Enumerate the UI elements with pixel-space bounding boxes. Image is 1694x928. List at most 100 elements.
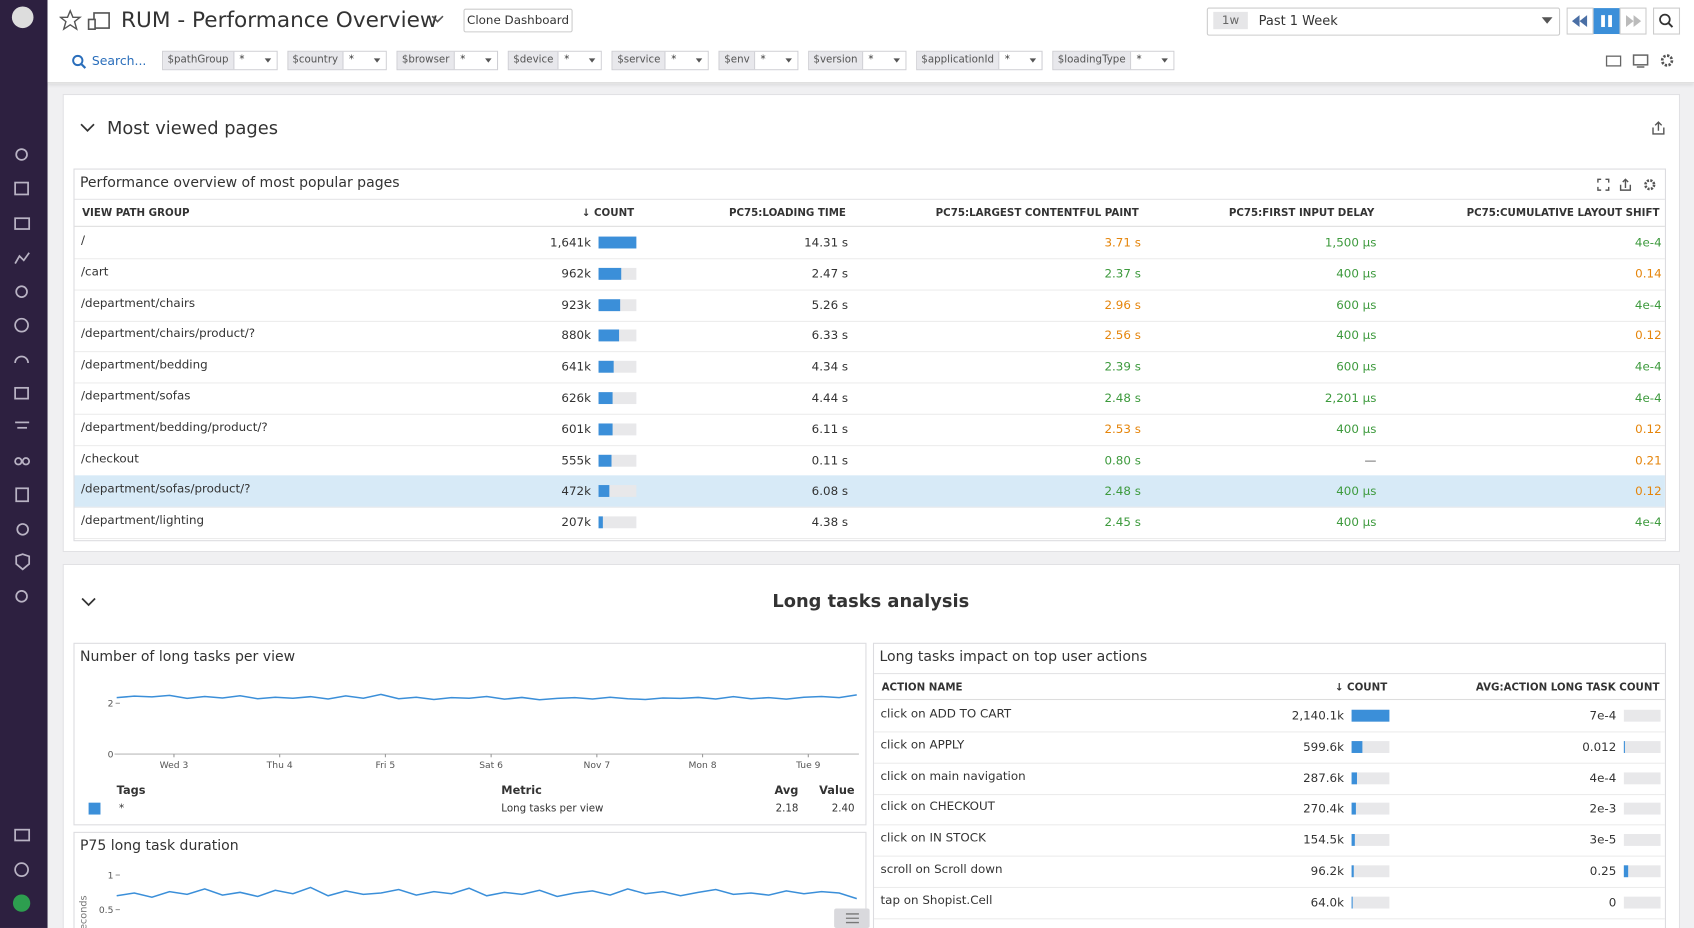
count-cell: 270.4k <box>1303 802 1345 817</box>
keyboard-icon[interactable] <box>1605 55 1622 67</box>
template-variable[interactable]: $device * <box>507 50 603 71</box>
table-row: /department/bedding 641k 4.34 s 2.39 s 600 μ… <box>74 351 1665 384</box>
loading-time-cell: 6.08 s <box>811 484 849 499</box>
time-picker[interactable] <box>1206 7 1561 36</box>
count-bar <box>598 516 604 529</box>
template-variable[interactable]: $applicationId * <box>915 50 1043 71</box>
count-bar <box>598 454 612 467</box>
pause-button[interactable] <box>1593 8 1620 35</box>
path-cell: /department/sofas/product/? <box>81 482 251 497</box>
lcp-cell: 2.56 s <box>1104 328 1141 343</box>
settings-icons <box>1605 54 1674 68</box>
variable-value: * <box>755 51 798 70</box>
user-avatar[interactable] <box>12 894 31 912</box>
variable-name: $version <box>809 51 863 70</box>
count-cell: 880k <box>561 328 591 343</box>
logo <box>11 6 34 29</box>
path-cell: /checkout <box>81 451 139 466</box>
export-icon[interactable] <box>1619 178 1632 191</box>
cls-cell: 0.12 <box>1635 484 1662 499</box>
variable-value: * <box>233 51 277 70</box>
section-title: Long tasks analysis <box>772 590 970 612</box>
count-bar <box>598 236 637 249</box>
fid-cell: 400 μs <box>1336 484 1377 499</box>
column-header: COUNT <box>353 207 634 219</box>
path-cell: /department/bedding <box>81 357 208 372</box>
lcp-cell: 2.39 s <box>1104 359 1141 374</box>
count-bar-track <box>598 267 637 280</box>
clone-button[interactable]: Clone Dashboard <box>463 8 573 33</box>
template-variable[interactable]: $version * <box>808 50 907 71</box>
count-bar <box>1351 896 1353 909</box>
avg-cell: 0.25 <box>1589 864 1617 879</box>
column-header: ACTION NAME <box>881 681 963 694</box>
search-input[interactable]: Search... <box>91 52 147 69</box>
count-cell: 1,641k <box>550 235 591 250</box>
count-cell: 641k <box>561 359 591 374</box>
export-icon[interactable] <box>1651 120 1666 136</box>
title-dropdown[interactable] <box>430 14 445 25</box>
count-bar <box>1351 834 1355 847</box>
column-header: PC75:CUMULATIVE LAYOUT SHIFT <box>1466 207 1660 220</box>
cls-cell: 4e-4 <box>1634 235 1662 250</box>
star-icon[interactable] <box>59 8 82 31</box>
count-cell: 962k <box>561 266 591 281</box>
cls-cell: 4e-4 <box>1634 359 1662 374</box>
template-variable[interactable]: $pathGroup * <box>162 50 278 71</box>
path-cell: /cart <box>81 264 109 279</box>
loading-time-cell: 5.26 s <box>811 297 849 312</box>
count-cell: 207k <box>561 515 591 530</box>
count-cell: 64.0k <box>1310 895 1345 910</box>
count-cell: 472k <box>561 484 591 499</box>
fid-cell: — <box>1364 453 1377 468</box>
count-bar-track <box>598 361 637 373</box>
divider <box>74 198 1665 200</box>
action-cell: click on APPLY <box>880 737 965 752</box>
avg-bar-track <box>1623 740 1661 753</box>
fid-cell: 1,500 μs <box>1324 235 1377 250</box>
table-row: tap on Shopist.Cell 64.0k 0 <box>874 887 1665 920</box>
count-bar-track <box>598 298 637 311</box>
gear-icon[interactable] <box>1644 179 1656 191</box>
count-bar-track <box>1351 834 1390 847</box>
lcp-cell: 2.48 s <box>1104 484 1141 499</box>
template-variable[interactable]: $browser * <box>396 50 499 71</box>
table-row: /checkout 555k 0.11 s 0.80 s — 0.21 <box>74 445 1665 478</box>
collapse-toggle[interactable] <box>79 122 96 135</box>
cls-cell: 0.12 <box>1635 422 1662 437</box>
table-row: / 1,641k 14.31 s 3.71 s 1,500 μs 4e-4 <box>74 227 1665 260</box>
nav-icons <box>14 148 31 877</box>
fid-cell: 400 μs <box>1336 515 1377 530</box>
variable-value: * <box>665 51 709 70</box>
search-icon <box>72 54 87 69</box>
count-bar <box>1351 771 1357 784</box>
count-cell: 923k <box>561 297 591 312</box>
table-row: click on IN STOCK 154.5k 3e-5 <box>874 824 1665 857</box>
table-row: click on APPLY 599.6k 0.012 <box>874 731 1665 764</box>
table-row: click on main navigation 287.6k 4e-4 <box>874 762 1665 795</box>
template-variable[interactable]: $service * <box>611 50 710 71</box>
collapse-toggle[interactable] <box>80 596 97 609</box>
legend-toggle[interactable] <box>834 908 870 928</box>
variable-name: $device <box>508 51 559 70</box>
template-variable[interactable]: $country * <box>286 50 387 71</box>
tv-icon[interactable] <box>1632 54 1649 66</box>
template-variable[interactable]: $loadingType * <box>1052 50 1175 71</box>
lcp-cell: 2.48 s <box>1104 391 1141 406</box>
count-bar <box>598 298 620 311</box>
count-bar-track <box>1351 896 1390 909</box>
template-variable[interactable]: $env * <box>718 50 799 71</box>
divider <box>874 673 1665 675</box>
expand-icon[interactable] <box>1597 178 1610 191</box>
gear-icon[interactable] <box>1660 54 1674 67</box>
avg-cell: 0.012 <box>1582 739 1617 754</box>
avg-bar-track <box>1623 896 1661 909</box>
avg-bar-track <box>1623 865 1661 878</box>
path-cell: /department/sofas <box>81 388 191 403</box>
column-header: PC75:FIRST INPUT DELAY <box>1228 207 1375 220</box>
count-cell: 154.5k <box>1303 833 1345 848</box>
loading-time-cell: 6.11 s <box>811 422 849 437</box>
search-button[interactable] <box>1653 7 1681 35</box>
time-controls <box>1566 7 1681 35</box>
table-row: click on ADD TO CART 2,140.1k 7e-4 <box>874 700 1665 733</box>
